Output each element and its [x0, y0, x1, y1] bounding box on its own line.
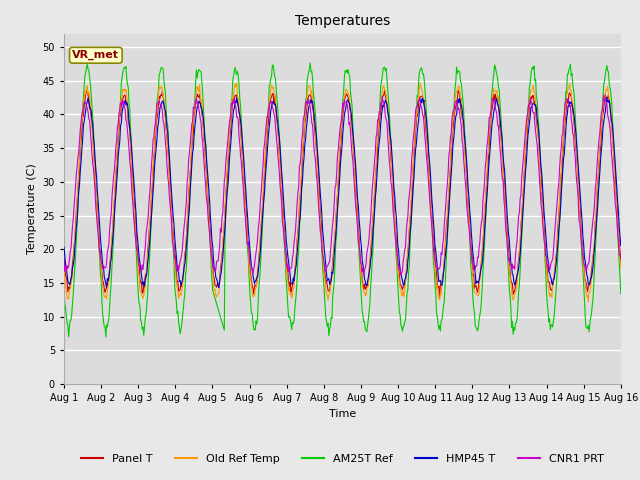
Title: Temperatures: Temperatures [295, 14, 390, 28]
Y-axis label: Temperature (C): Temperature (C) [27, 163, 37, 254]
Text: VR_met: VR_met [72, 50, 119, 60]
X-axis label: Time: Time [329, 408, 356, 419]
Legend: Panel T, Old Ref Temp, AM25T Ref, HMP45 T, CNR1 PRT: Panel T, Old Ref Temp, AM25T Ref, HMP45 … [77, 449, 608, 468]
